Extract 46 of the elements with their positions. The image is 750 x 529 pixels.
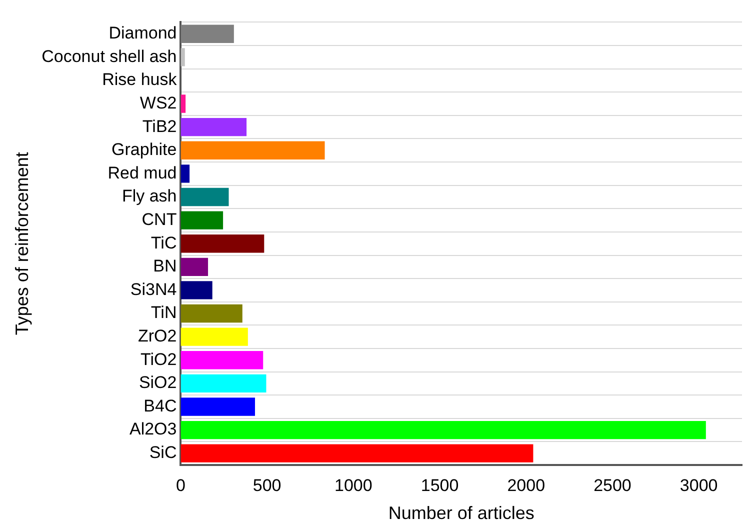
x-tick-label: 0 <box>176 476 186 495</box>
bar <box>180 258 208 276</box>
x-tick-label: 3000 <box>680 476 718 495</box>
y-tick-label: TiC <box>150 233 177 252</box>
bar <box>180 351 264 370</box>
y-tick-label: TiB2 <box>142 116 177 136</box>
y-tick-label: Graphite <box>112 140 177 160</box>
bar <box>180 328 248 346</box>
bar <box>180 94 186 113</box>
y-tick-label: TiN <box>150 303 177 322</box>
bar <box>180 234 264 253</box>
bar <box>180 444 534 462</box>
bar <box>180 304 242 323</box>
bar <box>180 141 325 160</box>
bar <box>180 281 212 300</box>
bar <box>180 24 234 43</box>
y-axis-title: Types of reinforcement <box>12 152 32 336</box>
x-tick-label: 2500 <box>594 476 632 495</box>
y-tick-label: ZrO2 <box>138 326 177 346</box>
y-tick-label: CNT <box>142 210 177 229</box>
bar <box>180 118 247 136</box>
y-tick-label: SiC <box>149 443 177 462</box>
bar <box>180 48 185 66</box>
y-tick-label: B4C <box>144 396 177 416</box>
x-tick-label: 1000 <box>334 476 372 495</box>
x-tick-label: 2000 <box>507 476 546 495</box>
bar <box>180 188 229 206</box>
y-tick-label: BN <box>153 256 177 276</box>
y-tick-label: Rise husk <box>102 70 178 90</box>
y-tick-label: WS2 <box>140 93 177 112</box>
y-tick-label: Al2O3 <box>129 420 177 439</box>
y-tick-label: Coconut shell ash <box>42 46 177 66</box>
bar <box>180 374 266 393</box>
y-tick-label: Fly ash <box>122 186 177 206</box>
y-tick-label: Diamond <box>108 24 177 43</box>
y-tick-label: TiO2 <box>140 350 177 369</box>
bar <box>180 398 255 416</box>
bar <box>180 164 190 183</box>
bar <box>180 420 706 440</box>
x-tick-label: 1500 <box>420 476 459 495</box>
y-tick-label: Red mud <box>108 163 177 182</box>
y-tick-label: SiO2 <box>138 373 177 392</box>
x-axis-title: Number of articles <box>388 503 534 524</box>
y-tick-label: Si3N4 <box>130 280 177 299</box>
x-tick-label: 500 <box>252 476 282 495</box>
bar <box>180 211 224 230</box>
